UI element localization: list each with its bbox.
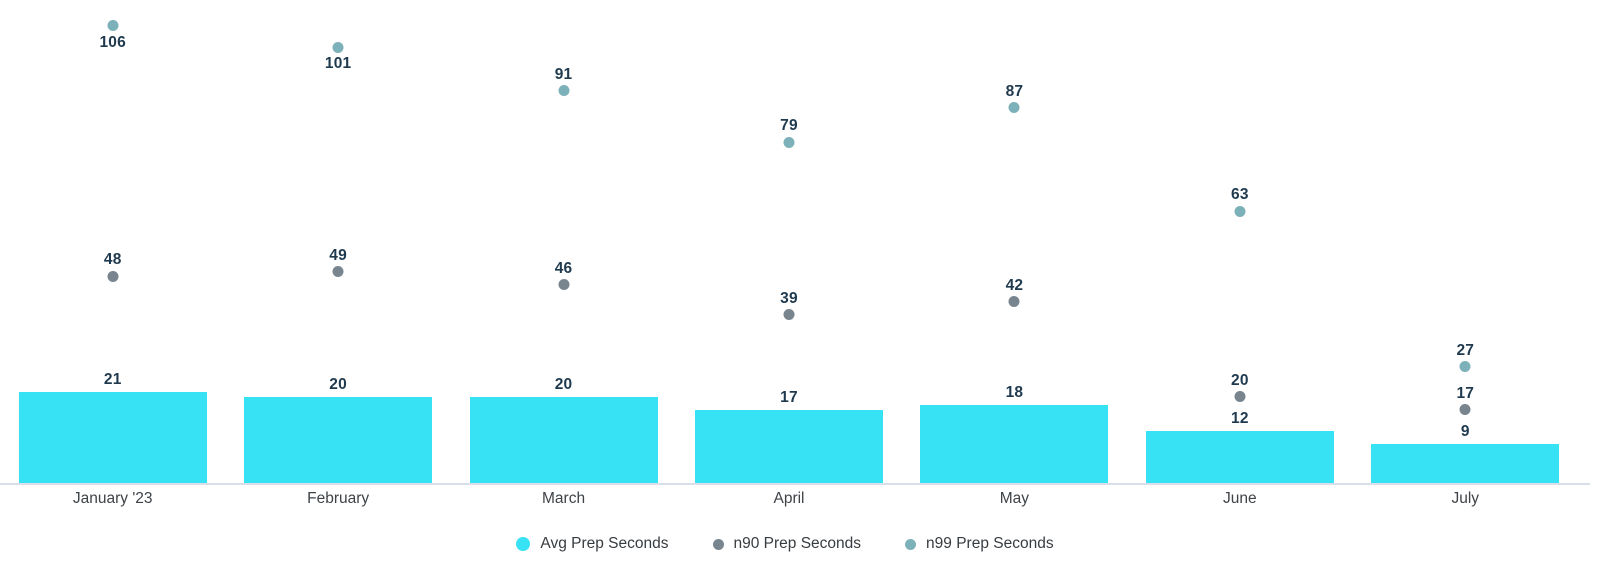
- chart-column-july: 9 17 27: [1353, 0, 1578, 483]
- x-axis-label-march: March: [542, 490, 586, 507]
- bar-value-label-june: 12: [1231, 410, 1249, 428]
- n99-dot-january-23[interactable]: [107, 20, 119, 32]
- x-axis-line: [0, 483, 1590, 485]
- legend-avg-dot-icon: [516, 537, 531, 551]
- bar-value-label-may: 18: [1005, 384, 1024, 402]
- legend-n90-dot-icon: [712, 538, 724, 550]
- bar-value-label-march: 20: [554, 375, 573, 393]
- n99-dot-april[interactable]: [783, 136, 795, 148]
- bar-value-label-january-23: 21: [103, 371, 122, 389]
- legend-item-n99[interactable]: n99 Prep Seconds: [905, 532, 1054, 556]
- n99-value-label-february: 101: [324, 55, 352, 73]
- n90-value-label-may: 42: [1005, 276, 1024, 294]
- n90-dot-january-23[interactable]: [107, 270, 119, 282]
- n99-dot-june[interactable]: [1234, 205, 1246, 217]
- chart-column-march: 20 46 91: [451, 0, 676, 483]
- chart-column-june: 12 20 63: [1127, 0, 1352, 483]
- bar-avg-may[interactable]: [920, 405, 1109, 483]
- n90-dot-march[interactable]: [558, 279, 570, 291]
- x-axis-labels: January '23 February March April May June July: [0, 488, 1578, 510]
- x-axis-label-april: April: [773, 490, 805, 507]
- bar-avg-february[interactable]: [244, 396, 433, 483]
- n99-dot-may[interactable]: [1008, 102, 1020, 114]
- n99-value-label-april: 79: [780, 117, 798, 135]
- n90-value-label-july: 17: [1456, 384, 1475, 402]
- n90-value-label-february: 49: [329, 246, 347, 264]
- x-axis-label-january-23: January '23: [72, 490, 153, 507]
- bar-value-label-april: 17: [780, 388, 798, 406]
- n90-dot-june[interactable]: [1234, 391, 1246, 403]
- n90-value-label-march: 46: [554, 259, 573, 277]
- bar-avg-march[interactable]: [469, 396, 658, 483]
- chart-column-may: 18 42 87: [902, 0, 1127, 483]
- n99-value-label-march: 91: [554, 65, 573, 83]
- bar-avg-june[interactable]: [1145, 431, 1334, 483]
- x-axis-label-july: July: [1451, 490, 1480, 507]
- n90-dot-may[interactable]: [1008, 296, 1020, 308]
- chart-column-april: 17 39 79: [676, 0, 901, 483]
- x-axis-label-june: June: [1223, 490, 1257, 507]
- legend-item-n90[interactable]: n90 Prep Seconds: [712, 532, 862, 556]
- n90-value-label-april: 39: [780, 289, 798, 307]
- n90-dot-april[interactable]: [783, 309, 795, 321]
- x-axis-label-may: May: [999, 490, 1030, 507]
- bar-avg-april[interactable]: [694, 409, 883, 483]
- n99-value-label-july: 27: [1456, 341, 1475, 359]
- chart-column-february: 20 49 101: [225, 0, 450, 483]
- chart-column-january-23: 21 48 106: [0, 0, 225, 483]
- n99-value-label-may: 87: [1005, 82, 1024, 100]
- n99-dot-march[interactable]: [558, 85, 570, 97]
- bar-avg-january-23[interactable]: [18, 392, 207, 483]
- bar-value-label-july: 9: [1460, 423, 1470, 441]
- legend: Avg Prep Seconds n90 Prep Seconds n99 Prep…: [0, 532, 1570, 556]
- legend-n99-dot-icon: [905, 538, 917, 550]
- bar-value-label-february: 20: [329, 375, 347, 393]
- bar-avg-july[interactable]: [1371, 444, 1560, 483]
- n99-dot-february[interactable]: [332, 41, 344, 53]
- plot-area: 21 48 106 20 49 101 20 46 91 17 39 79 18 42 87 12 20 63 9 1…: [0, 0, 1578, 483]
- n99-dot-july[interactable]: [1459, 361, 1471, 373]
- legend-label-avg: Avg Prep Seconds: [540, 535, 669, 552]
- n90-dot-july[interactable]: [1459, 404, 1471, 416]
- n90-value-label-january-23: 48: [103, 251, 122, 268]
- legend-label-n90: n90 Prep Seconds: [733, 535, 862, 552]
- n90-value-label-june: 20: [1231, 371, 1249, 389]
- n99-value-label-june: 63: [1231, 186, 1249, 204]
- n99-value-label-january-23: 106: [99, 33, 126, 51]
- legend-item-avg[interactable]: Avg Prep Seconds: [516, 532, 669, 556]
- x-axis-label-february: February: [307, 490, 370, 507]
- legend-label-n99: n99 Prep Seconds: [926, 535, 1054, 552]
- n90-dot-february[interactable]: [332, 266, 344, 278]
